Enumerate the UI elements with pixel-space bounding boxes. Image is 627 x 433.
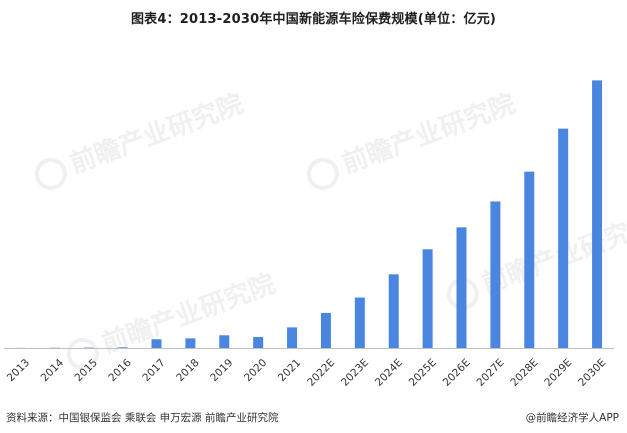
source-note: 资料来源：中国银保监会 乘联会 申万宏源 前瞻产业研究院 [6,412,279,424]
bar-2028E [524,171,535,348]
bar-2016 [117,347,128,348]
x-tick-label-2029E: 2029E [542,357,574,389]
bar-2027E [490,201,501,348]
x-tick-label-2027E: 2027E [475,357,507,389]
x-tick-label-2026E: 2026E [441,357,473,389]
bar-2029E [558,128,569,348]
bar-2022E [320,312,331,348]
x-tick-label-2030E: 2030E [576,357,608,389]
chart-title: 图表4：2013-2030年中国新能源车险保费规模(单位：亿元) [130,12,497,27]
x-tick-label-2028E: 2028E [508,357,540,389]
x-tick-label-2021: 2021 [276,357,303,384]
x-tick-label-2017: 2017 [140,357,167,384]
bar-2021 [287,327,298,348]
x-tick-label-2020: 2020 [242,357,269,384]
x-tick-label-2024E: 2024E [373,357,405,389]
x-tick-label-2014: 2014 [39,357,67,385]
bar-2019 [219,335,230,348]
bar-2030E [592,80,603,348]
bar-2023E [354,297,365,348]
x-tick-label-2015: 2015 [73,357,100,384]
x-tick-label-2018: 2018 [174,357,201,384]
x-tick-label-2022E: 2022E [305,357,337,389]
bar-2020 [253,337,264,348]
x-tick-label-2025E: 2025E [407,357,439,389]
bar-2017 [151,339,162,348]
x-tick-label-2016: 2016 [106,357,134,385]
x-tick-label-2013: 2013 [5,357,32,384]
bar-2024E [388,274,399,348]
x-tick-label-2023E: 2023E [339,357,371,389]
brand-handle: @前瞻经济学人APP [525,412,619,424]
x-tick-label-2019: 2019 [208,357,235,384]
bar-2025E [422,249,433,348]
bar-2026E [456,227,467,348]
bar-2018 [185,338,196,348]
